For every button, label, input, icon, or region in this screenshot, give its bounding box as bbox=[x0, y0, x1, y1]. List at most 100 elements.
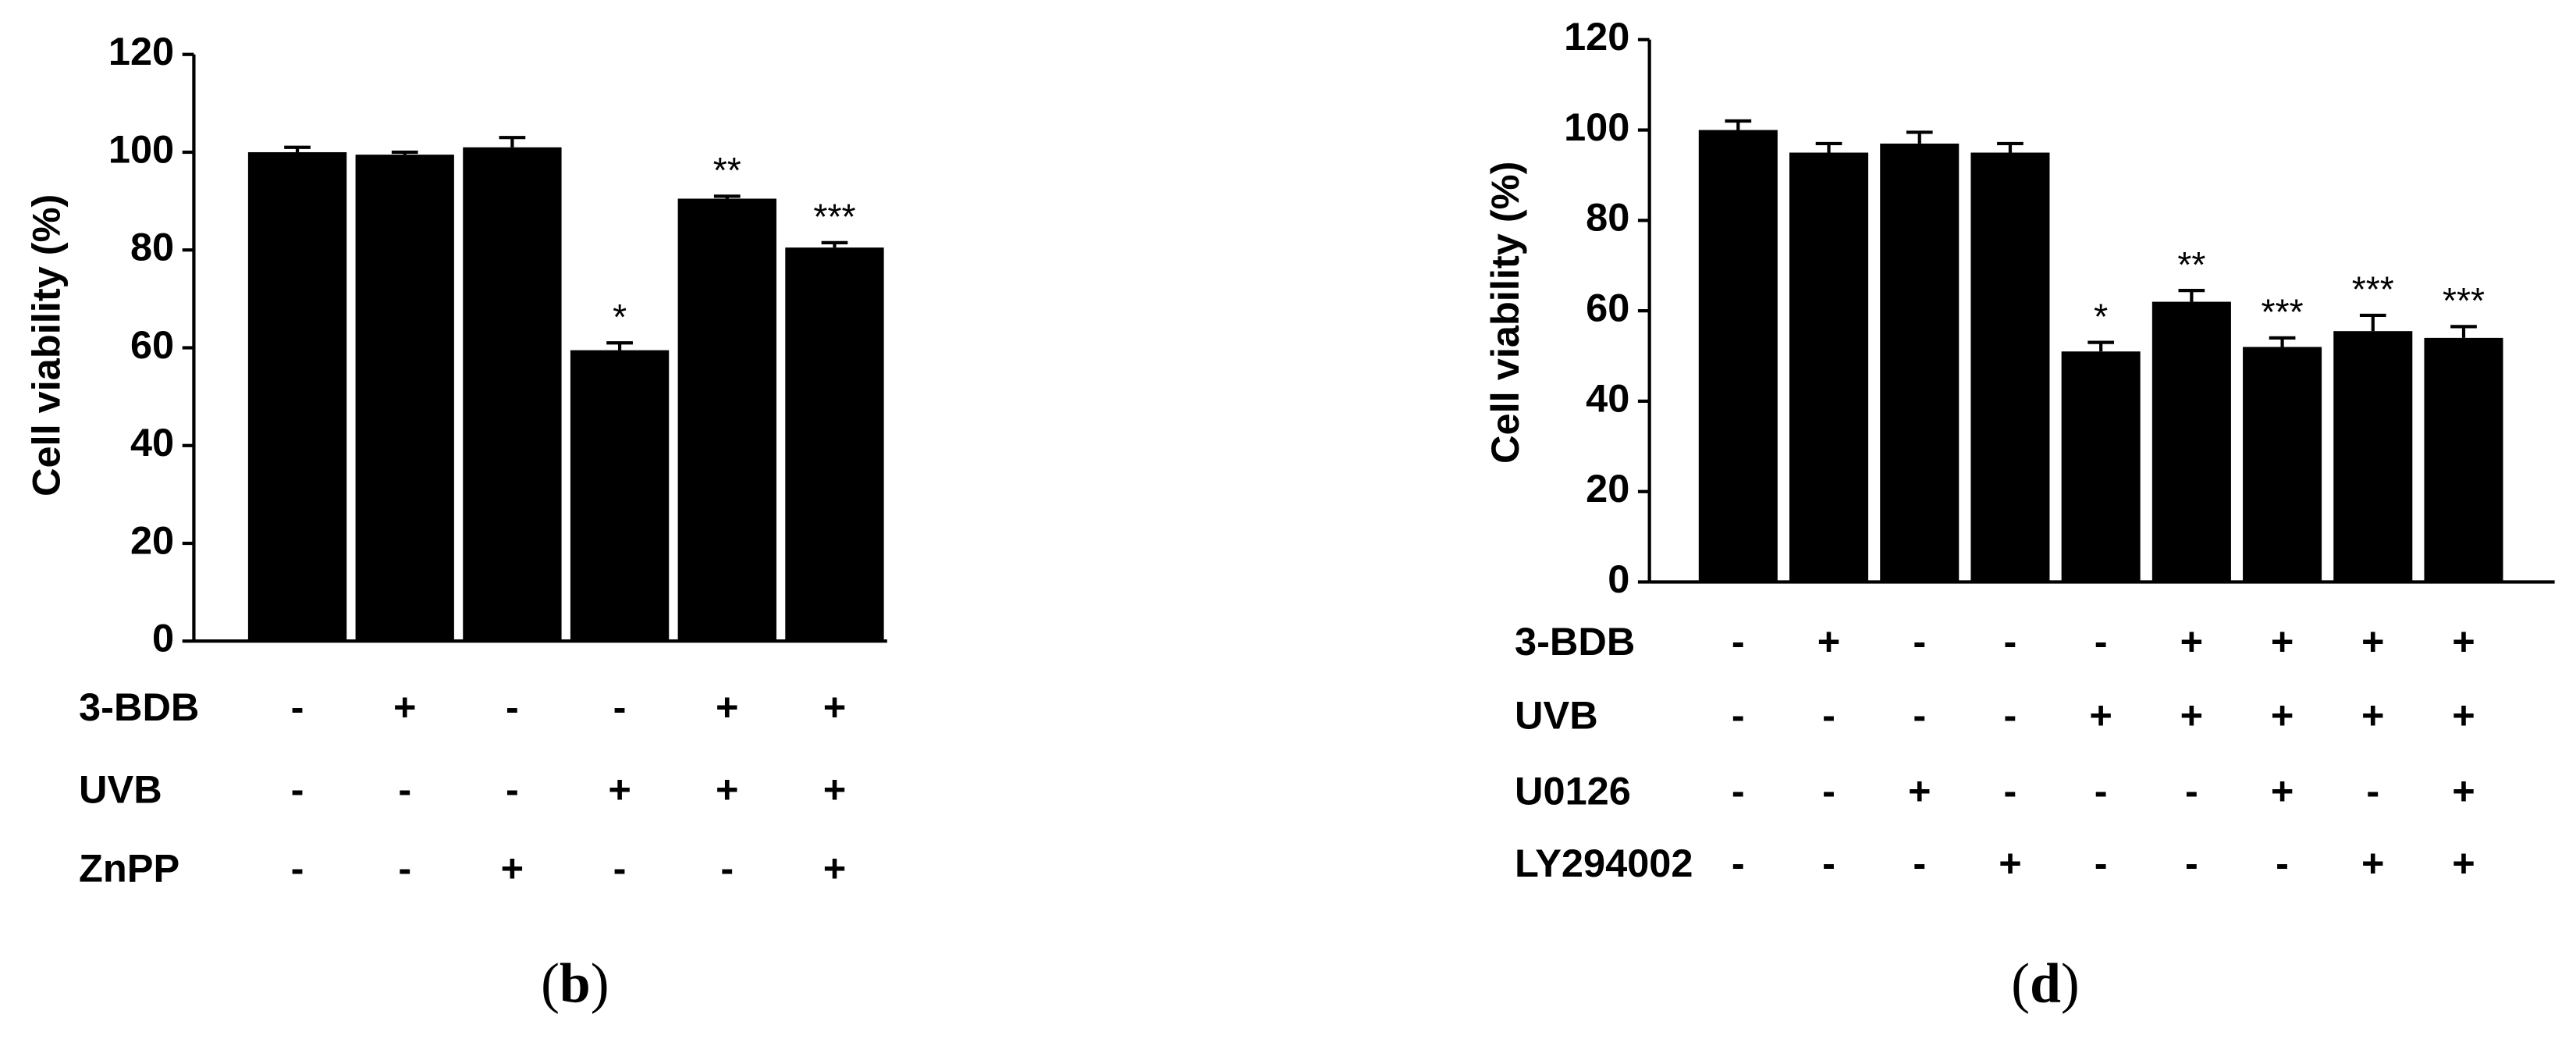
significance: *** bbox=[2352, 269, 2394, 310]
bar bbox=[1970, 152, 2050, 582]
treatment-mark: + bbox=[2452, 693, 2475, 738]
treatment-mark: - bbox=[1732, 768, 1745, 813]
treatment-mark: - bbox=[2095, 768, 2108, 813]
treatment-mark: + bbox=[2361, 619, 2385, 664]
caption-part: b bbox=[560, 953, 591, 1015]
bar bbox=[355, 155, 454, 642]
significance: *** bbox=[2443, 280, 2485, 321]
treatment-mark: - bbox=[291, 685, 304, 729]
treatment-mark: - bbox=[2366, 768, 2379, 813]
y-tick-label: 0 bbox=[1608, 557, 1629, 601]
treatment-mark: + bbox=[2271, 693, 2294, 738]
significance: ** bbox=[2177, 244, 2205, 285]
treatment-mark: - bbox=[2004, 693, 2017, 738]
treatment-mark: - bbox=[2004, 619, 2017, 664]
caption: (b) bbox=[541, 953, 609, 1015]
treatment-mark: + bbox=[823, 845, 847, 890]
treatment-mark: - bbox=[398, 845, 411, 890]
error-bar bbox=[1725, 119, 1752, 130]
treatment-name: UVB bbox=[1515, 693, 1598, 738]
treatment-mark: - bbox=[1732, 619, 1745, 664]
treatment-mark: + bbox=[716, 685, 739, 729]
y-tick-label: 60 bbox=[1586, 285, 1629, 329]
treatment-mark: - bbox=[1732, 693, 1745, 738]
bar bbox=[463, 147, 562, 642]
treatment-mark: + bbox=[2361, 841, 2385, 885]
error-bar bbox=[1997, 141, 2023, 153]
treatment-mark: - bbox=[1732, 841, 1745, 885]
treatment-mark: + bbox=[1817, 619, 1841, 664]
y-tick-label: 80 bbox=[1586, 195, 1629, 240]
treatment-mark: - bbox=[506, 685, 519, 729]
bar bbox=[1789, 152, 1869, 582]
treatment-mark: - bbox=[2095, 619, 2108, 664]
error-bar bbox=[821, 240, 848, 248]
treatment-mark: + bbox=[2271, 768, 2294, 813]
bar bbox=[570, 350, 670, 642]
treatment-mark: - bbox=[2004, 768, 2017, 813]
treatment-mark: - bbox=[2185, 768, 2198, 813]
significance: *** bbox=[813, 197, 855, 237]
bar bbox=[1698, 130, 1778, 582]
caption-part: d bbox=[2030, 953, 2061, 1015]
treatment-mark: - bbox=[2095, 841, 2108, 885]
treatment-mark: - bbox=[1913, 693, 1926, 738]
bar bbox=[2061, 351, 2141, 582]
treatment-name: U0126 bbox=[1515, 768, 1631, 813]
error-bar bbox=[713, 194, 741, 199]
error-bar bbox=[2178, 288, 2205, 302]
treatment-mark: - bbox=[291, 767, 304, 811]
error-bar bbox=[606, 341, 633, 350]
bar bbox=[2333, 331, 2413, 582]
bar bbox=[785, 247, 884, 642]
significance: * bbox=[613, 297, 627, 337]
error-bar bbox=[391, 150, 418, 155]
y-tick-label: 60 bbox=[130, 322, 174, 367]
error-bar bbox=[1815, 141, 1842, 153]
y-axis-label: Cell viability (%) bbox=[24, 194, 69, 496]
treatment-mark: - bbox=[1913, 619, 1926, 664]
error-bar bbox=[284, 145, 311, 152]
bar bbox=[2424, 337, 2503, 582]
treatment-mark: - bbox=[1822, 693, 1835, 738]
bar bbox=[2151, 301, 2231, 582]
treatment-mark: + bbox=[2180, 693, 2204, 738]
treatment-mark: - bbox=[613, 845, 627, 890]
treatment-mark: - bbox=[1822, 841, 1835, 885]
significance: ** bbox=[713, 150, 741, 190]
y-tick-label: 20 bbox=[130, 518, 174, 562]
error-bar bbox=[2359, 313, 2386, 332]
treatment-mark: + bbox=[2452, 619, 2475, 664]
bar bbox=[247, 151, 347, 642]
y-axis-label: Cell viability (%) bbox=[1483, 162, 1527, 464]
y-tick-label: 100 bbox=[108, 126, 174, 171]
y-tick-label: 40 bbox=[1586, 375, 1629, 420]
treatment-mark: + bbox=[2452, 768, 2475, 813]
y-tick-label: 20 bbox=[1586, 466, 1629, 511]
treatment-mark: + bbox=[823, 685, 847, 729]
caption-part: ) bbox=[2061, 953, 2080, 1015]
treatment-mark: + bbox=[1908, 768, 1931, 813]
error-bar bbox=[2087, 340, 2115, 352]
treatment-mark: + bbox=[823, 767, 847, 811]
error-bar bbox=[499, 136, 526, 148]
y-tick-label: 80 bbox=[130, 225, 174, 269]
y-tick-label: 120 bbox=[1564, 14, 1629, 59]
treatment-mark: - bbox=[720, 845, 734, 890]
bar bbox=[2243, 347, 2322, 582]
treatment-mark: + bbox=[2089, 693, 2112, 738]
treatment-mark: - bbox=[1822, 768, 1835, 813]
treatment-mark: - bbox=[291, 845, 304, 890]
treatment-mark: - bbox=[1913, 841, 1926, 885]
treatment-mark: - bbox=[2276, 841, 2289, 885]
y-tick-label: 120 bbox=[108, 29, 174, 73]
treatment-mark: - bbox=[613, 685, 627, 729]
treatment-mark: + bbox=[716, 767, 739, 811]
treatment-mark: + bbox=[1999, 841, 2022, 885]
y-tick-label: 40 bbox=[130, 420, 174, 464]
error-bar bbox=[2450, 325, 2477, 338]
treatment-name: ZnPP bbox=[79, 845, 179, 890]
error-bar bbox=[2269, 336, 2296, 347]
treatment-mark: + bbox=[501, 845, 524, 890]
